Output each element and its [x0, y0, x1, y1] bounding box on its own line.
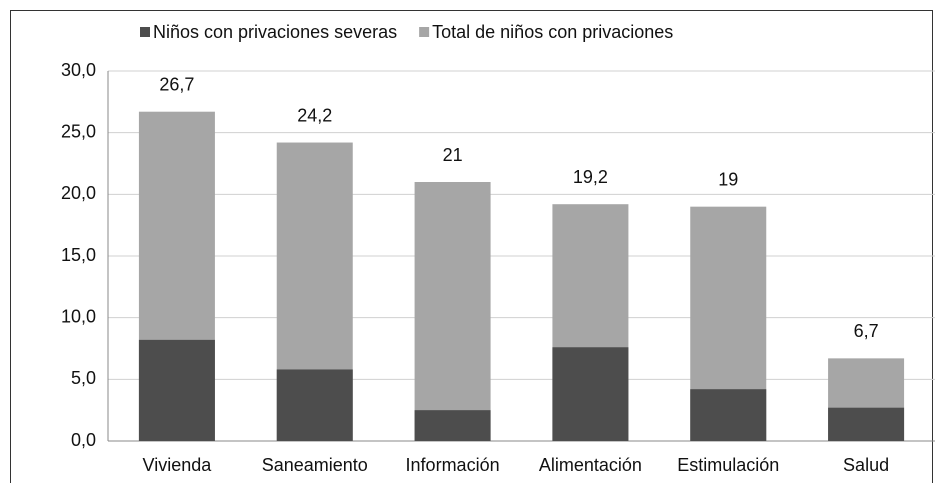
bar [276, 369, 353, 441]
chart-border [10, 10, 933, 483]
data-label: 21 [443, 145, 463, 165]
y-tick-label: 15,0 [61, 245, 96, 265]
data-label: 24,2 [297, 105, 332, 125]
y-tick-label: 25,0 [61, 121, 96, 141]
bar [690, 389, 767, 441]
x-tick-label: Salud [843, 455, 889, 475]
legend-swatch [419, 27, 430, 37]
y-tick-label: 5,0 [71, 368, 96, 388]
y-tick-label: 0,0 [71, 430, 96, 450]
legend-swatch [140, 27, 150, 37]
data-label: 6,7 [854, 321, 879, 341]
bar [414, 410, 491, 441]
x-tick-label: Vivienda [143, 455, 213, 475]
bar [414, 182, 491, 441]
x-tick-label: Información [406, 455, 500, 475]
x-tick-label: Saneamiento [262, 455, 368, 475]
data-label: 19 [718, 169, 738, 189]
data-label: 26,7 [159, 74, 194, 94]
y-tick-label: 20,0 [61, 183, 96, 203]
bar [552, 347, 629, 441]
x-tick-label: Estimulación [677, 455, 779, 475]
legend-label: Niños con privaciones severas [153, 22, 397, 42]
bar [138, 339, 215, 441]
data-label: 19,2 [573, 167, 608, 187]
y-tick-label: 10,0 [61, 306, 96, 326]
legend-label: Total de niños con privaciones [432, 22, 673, 42]
x-tick-label: Alimentación [539, 455, 642, 475]
y-tick-label: 30,0 [61, 60, 96, 80]
bar [828, 407, 905, 441]
